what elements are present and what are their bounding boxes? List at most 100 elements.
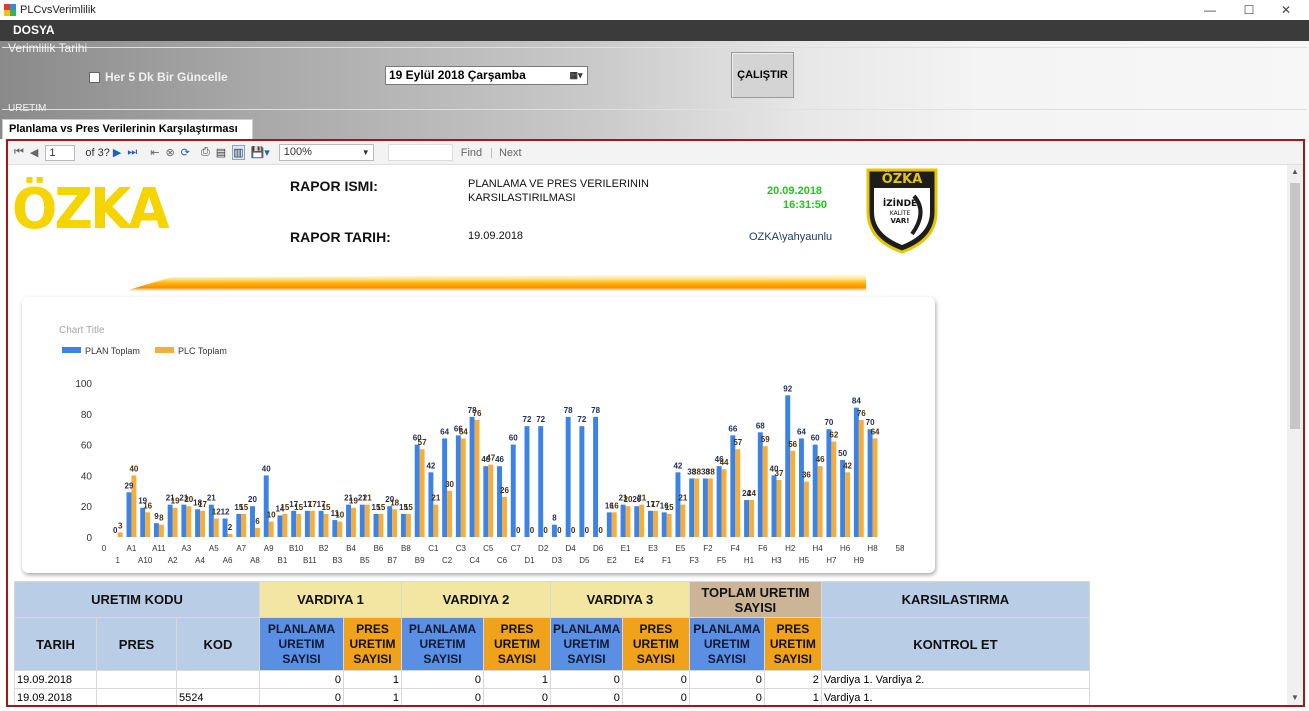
plan-data-label: 21 — [166, 494, 175, 503]
page-count: of 3? — [85, 146, 110, 159]
plan-bar — [263, 475, 269, 537]
plan-data-label: 64 — [440, 427, 449, 436]
next-link[interactable]: Next — [498, 146, 522, 159]
plc-data-label: 30 — [445, 480, 454, 489]
plc-bar — [872, 438, 878, 537]
plc-bar — [831, 441, 837, 537]
menu-bar: DOSYA — [0, 20, 1309, 41]
plc-bar — [158, 524, 164, 537]
header-v3-pres: PRES URETIM SAYISI — [621, 617, 690, 671]
plan-data-label: 40 — [262, 464, 271, 473]
plan-bar — [455, 435, 461, 537]
minimize-button[interactable]: — — [1204, 3, 1216, 17]
report-user: OZKA\yahyaunlu — [749, 231, 833, 243]
run-button[interactable]: ÇALIŞTIR — [731, 52, 794, 98]
plan-bar — [716, 466, 722, 537]
zoom-value: 100% — [283, 146, 312, 158]
cell-v3-pres: 0 — [621, 670, 690, 689]
plan-bar — [675, 472, 681, 537]
checkbox-box[interactable] — [89, 71, 100, 83]
plan-bar — [551, 524, 557, 537]
cell-toplam-pres: 1 — [763, 688, 822, 705]
page-setup-icon[interactable]: ▥ — [232, 145, 245, 160]
plc-data-label: 21 — [363, 494, 372, 503]
plan-data-label: 84 — [852, 397, 861, 406]
plan-bar — [771, 475, 777, 537]
cell-kod: 5524 — [176, 688, 260, 705]
print-date: 20.09.2018 — [767, 185, 823, 197]
maximize-button[interactable]: ☐ — [1243, 3, 1255, 17]
auto-update-label: Her 5 Dk Bir Güncelle — [105, 70, 228, 84]
report-name-label: RAPOR ISMI: — [290, 178, 378, 194]
calendar-dropdown-icon[interactable]: ▦▾ — [569, 70, 583, 80]
plan-data-label: 40 — [770, 464, 779, 473]
scroll-thumb[interactable] — [1290, 183, 1300, 429]
date-picker[interactable]: 19 Eylül 2018 Çarşamba ▦▾ — [385, 66, 588, 85]
cell-v3-plan: 0 — [550, 670, 623, 689]
plc-bar — [131, 475, 137, 537]
report-name-value-2: KARSILASTIRILMASI — [468, 192, 576, 204]
cell-v1-pres: 1 — [343, 688, 402, 705]
refresh-icon[interactable]: ⟳ — [180, 147, 190, 159]
x-tick-label: A10 — [138, 556, 153, 565]
window-titlebar: PLCvsVerimlilik — [0, 0, 1309, 20]
prev-page-icon[interactable]: ◀ — [29, 147, 39, 159]
plan-bar — [153, 523, 159, 537]
group-border-verimlilik — [2, 47, 1307, 48]
report-viewer: ⏮ ◀ 1 of 3? ▶ ⏭ ⇤ ⊗ ⟳ ⎙ ▤ ▥ 💾▾ 100% ▼ Fin… — [6, 139, 1305, 707]
last-page-icon[interactable]: ⏭ — [127, 146, 138, 158]
plc-bar — [502, 496, 507, 537]
plc-data-label: 76 — [857, 409, 866, 418]
plc-data-label: 8 — [159, 514, 164, 523]
report-date-value: 19.09.2018 — [468, 230, 524, 242]
header-vardiya-3: VARDIYA 3 — [550, 581, 690, 618]
auto-update-checkbox[interactable]: Her 5 Dk Bir Güncelle — [89, 70, 228, 84]
plc-data-label: 37 — [775, 469, 784, 478]
zoom-select[interactable]: 100% ▼ — [278, 144, 374, 161]
first-page-icon[interactable]: ⏮ — [14, 146, 24, 158]
find-input[interactable] — [387, 144, 453, 161]
plc-bar — [145, 512, 151, 537]
plan-bar — [250, 506, 255, 537]
page-number-input[interactable]: 1 — [45, 144, 76, 161]
plc-bar — [735, 449, 741, 537]
x-tick-label: F6 — [758, 544, 768, 553]
cell-kontrol: Vardiya 1. — [820, 688, 1090, 705]
cell-toplam-plan: 0 — [688, 688, 765, 705]
cell-toplam-plan: 0 — [688, 670, 765, 689]
print-layout-icon[interactable]: ▤ — [215, 147, 227, 159]
header-toplam-pres: PRES URETIM SAYISI — [763, 617, 822, 671]
plan-bar — [195, 509, 201, 537]
vertical-scrollbar[interactable]: ▲ ▼ — [1287, 165, 1303, 705]
group-label-verimlilik: Verimlilik Tarihi — [8, 41, 88, 55]
stop-icon[interactable]: ⊗ — [165, 147, 175, 159]
scroll-up-icon[interactable]: ▲ — [1291, 167, 1299, 176]
plan-data-label: 60 — [509, 434, 518, 443]
export-icon[interactable]: 💾▾ — [250, 147, 270, 159]
table-row: 19.09.2018 0 1 0 1 0 0 0 2 Vardiya 1. Va… — [14, 670, 1090, 689]
tab-planlama-vs-pres[interactable]: Planlama vs Pres Verilerinin Karşılaştır… — [2, 119, 253, 139]
x-tick-label: B10 — [289, 544, 304, 553]
cell-v2-pres: 0 — [483, 688, 551, 705]
find-link[interactable]: Find — [460, 146, 483, 159]
plan-bar — [579, 426, 585, 537]
x-tick-label: H3 — [771, 556, 782, 565]
back-icon[interactable]: ⇤ — [150, 147, 160, 159]
x-tick-label: D6 — [593, 544, 604, 553]
plan-data-label: 21 — [344, 494, 353, 503]
print-icon[interactable]: ⎙ — [200, 146, 210, 158]
plc-bar — [845, 472, 851, 537]
plc-bar — [858, 419, 864, 537]
plc-data-label: 21 — [637, 494, 646, 503]
x-tick-label: C5 — [483, 544, 494, 553]
plan-data-label: 17 — [646, 500, 655, 509]
next-page-icon[interactable]: ▶ — [112, 147, 122, 159]
menu-dosya[interactable]: DOSYA — [13, 23, 55, 37]
scroll-down-icon[interactable]: ▼ — [1291, 693, 1299, 702]
plc-data-label: 24 — [747, 489, 756, 498]
close-button[interactable]: ✕ — [1280, 3, 1292, 17]
cell-v1-plan: 0 — [259, 670, 344, 689]
header-toplam-planlama: PLANLAMA URETIM SAYISI — [688, 617, 765, 671]
plan-data-label: 20 — [248, 495, 257, 504]
